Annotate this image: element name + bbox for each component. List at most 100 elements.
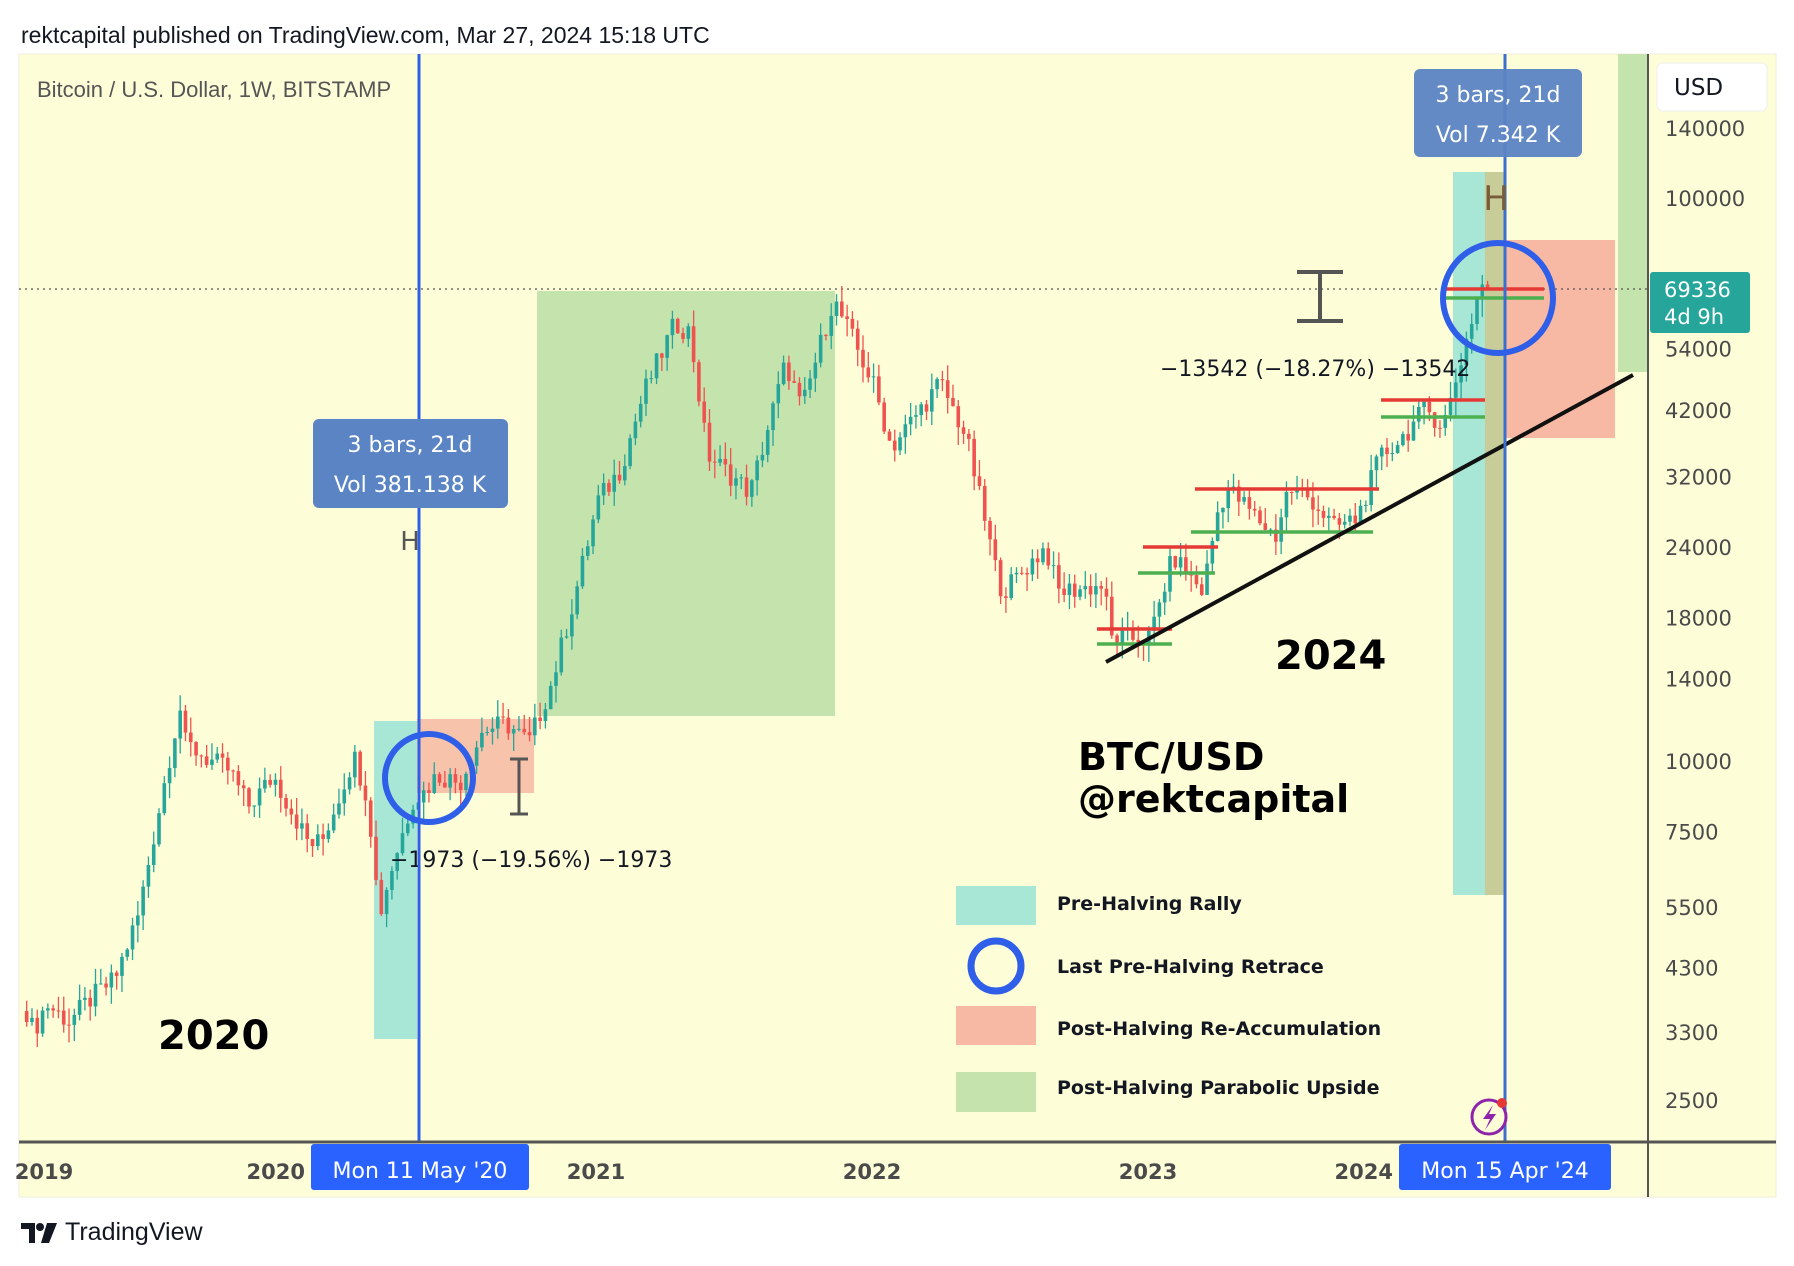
year-label-2020: 2020 (158, 1013, 269, 1059)
candle (776, 384, 781, 404)
candle (792, 381, 796, 383)
candle (802, 389, 807, 397)
candle (257, 788, 262, 806)
price-tick-label: 7500 (1665, 820, 1718, 844)
currency-button[interactable]: USD (1656, 62, 1768, 112)
candle (591, 519, 595, 547)
candle (1215, 512, 1220, 541)
tradingview-logo[interactable]: TradingView (21, 1218, 203, 1247)
price-tick-label: 54000 (1665, 338, 1732, 362)
retrace-measure-2020: −1973 (−19.56%) −1973 (390, 848, 672, 873)
candle (130, 925, 135, 950)
candle (1443, 414, 1448, 428)
candle (204, 756, 209, 765)
candle (522, 728, 527, 733)
candle (400, 833, 405, 854)
candle (220, 753, 225, 758)
candle (480, 732, 484, 748)
candle (1025, 573, 1029, 575)
re-accumulation-zone-2024 (1505, 240, 1615, 438)
candle (316, 834, 320, 847)
trendline[interactable] (1105, 373, 1634, 664)
pre-halving-retrace-zone-2024 (1485, 172, 1505, 895)
candle (67, 1024, 71, 1026)
candle (855, 328, 860, 350)
price-axis[interactable]: 140000 100000 54000 42000 32000 24000 18000 140… (1665, 117, 1745, 1113)
candle (1062, 588, 1066, 596)
candle (1401, 434, 1405, 446)
lightning-icon[interactable] (1470, 1098, 1508, 1136)
candle (1004, 596, 1008, 599)
candle (30, 1017, 34, 1023)
chart-background (18, 53, 1777, 1198)
candle (877, 376, 881, 403)
candle (977, 476, 982, 487)
candle (458, 782, 463, 791)
candle (1485, 284, 1490, 288)
candle (1337, 518, 1342, 525)
time-tick-label: 2019 (15, 1160, 73, 1184)
candle (46, 1008, 50, 1011)
candle (35, 1017, 40, 1034)
candle (390, 870, 394, 890)
candle (1395, 445, 1400, 453)
svg-text:Mon 15 Apr '24: Mon 15 Apr '24 (1421, 1159, 1588, 1184)
candle (1454, 382, 1458, 398)
time-axis[interactable]: 2019 2020 2021 2022 2023 2024 (15, 1160, 1393, 1184)
candle (543, 709, 548, 722)
time-tick-label: 2020 (247, 1160, 305, 1184)
candle (1480, 284, 1485, 300)
candle (988, 520, 992, 540)
candle (231, 770, 235, 772)
candle (1072, 583, 1077, 597)
candle (1136, 639, 1141, 644)
candle (982, 486, 987, 521)
candle (226, 757, 230, 771)
candle (1194, 574, 1199, 585)
candle (1051, 565, 1056, 567)
candle (829, 315, 834, 336)
candle (654, 353, 659, 379)
candle (284, 797, 288, 809)
candle (1247, 497, 1252, 509)
candle (1385, 447, 1389, 455)
candle (72, 1014, 77, 1025)
candle (1438, 427, 1442, 429)
candle (236, 771, 241, 786)
candle (898, 437, 902, 451)
candle (1088, 586, 1093, 595)
candle (342, 789, 347, 804)
candle (919, 404, 924, 416)
candle (903, 424, 908, 438)
measure-marker-2020 (510, 757, 528, 816)
candle (1422, 401, 1426, 407)
candle (617, 474, 622, 481)
candle (1374, 456, 1379, 471)
candle (405, 823, 410, 834)
candle (1305, 490, 1310, 498)
candle (538, 717, 542, 722)
candle (1448, 397, 1453, 415)
candle (183, 710, 188, 733)
candle (1390, 452, 1395, 455)
candle (305, 823, 310, 840)
candle (585, 546, 590, 556)
candle (1432, 412, 1437, 428)
candle (548, 685, 553, 710)
candle (739, 477, 744, 479)
time-tick-label: 2021 (567, 1160, 625, 1184)
candle (517, 728, 521, 730)
pre-halving-rally-zone-2024 (1453, 172, 1485, 895)
candle (178, 710, 182, 739)
candle (887, 431, 892, 441)
candle (564, 636, 569, 638)
retrace-circle-2024 (1440, 240, 1556, 356)
candle (628, 438, 632, 467)
candle (728, 464, 733, 486)
candle (559, 637, 564, 673)
candle (1332, 515, 1336, 519)
candle (1189, 574, 1193, 576)
candle (744, 477, 749, 497)
candle (845, 316, 849, 319)
